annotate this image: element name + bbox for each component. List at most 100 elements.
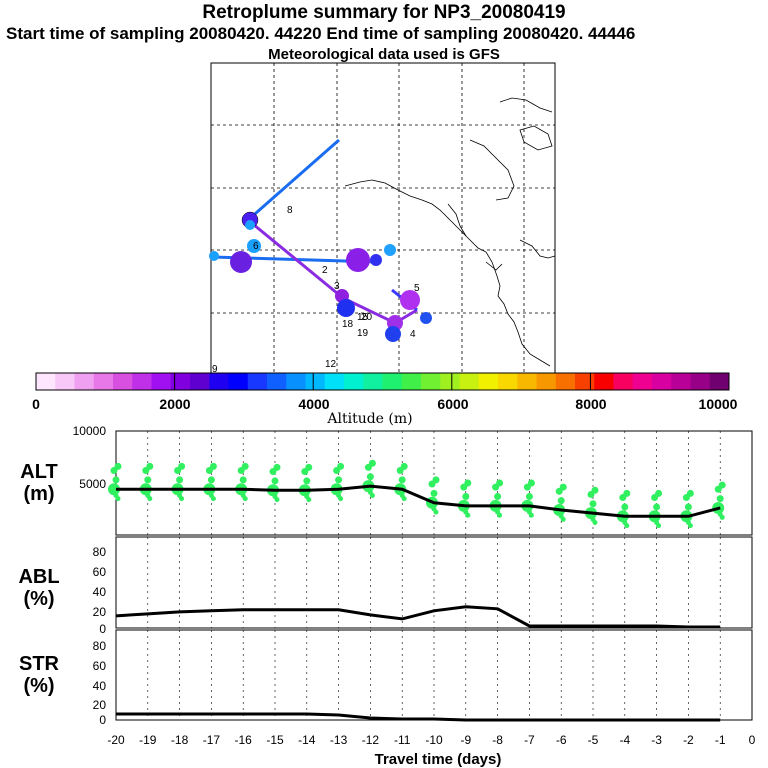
abl-ylabel: ABL <box>18 566 59 588</box>
alt-scatter-point <box>177 492 183 498</box>
x-tick-label: -19 <box>139 733 157 747</box>
alt-scatter-point <box>462 493 470 501</box>
alt-scatter-point <box>591 486 599 494</box>
colorbar-swatch <box>93 373 114 390</box>
alt-scatter-point <box>303 477 311 485</box>
x-tick-label: -13 <box>330 733 348 747</box>
alt-scatter-point <box>112 476 120 484</box>
abl-ytick: 0 <box>99 622 106 636</box>
colorbar-swatch <box>74 373 95 390</box>
x-tick-label: -8 <box>492 733 503 747</box>
colorbar-tick: 2000 <box>159 396 190 412</box>
alt-scatter-point <box>495 509 501 515</box>
colorbar-swatch <box>536 373 557 390</box>
str-ylabel-unit: (%) <box>23 675 54 697</box>
alt-ytick: 10000 <box>73 424 107 438</box>
x-tick-label: -16 <box>235 733 253 747</box>
alt-scatter-point <box>558 513 564 519</box>
map-label: 6 <box>253 241 259 252</box>
alt-scatter-point <box>686 489 694 497</box>
alt-scatter-point <box>337 462 345 470</box>
alt-scatter-point <box>304 494 310 500</box>
x-axis-label: Travel time (days) <box>375 751 502 768</box>
x-tick-label: -5 <box>588 733 599 747</box>
abl-ytick: 40 <box>93 585 107 599</box>
alt-scatter-point <box>494 493 502 501</box>
colorbar-swatch <box>151 373 172 390</box>
alt-scatter-point <box>366 473 374 481</box>
colorbar-swatch <box>170 373 191 390</box>
alt-scatter-point <box>208 492 214 498</box>
str-ytick: 40 <box>93 679 107 693</box>
colorbar-swatch <box>478 373 499 390</box>
plume-markers <box>209 211 432 342</box>
alt-scatter-point <box>239 476 247 484</box>
alt-scatter-point <box>399 492 405 498</box>
abl-ytick: 60 <box>93 565 107 579</box>
colorbar-swatch <box>209 373 229 390</box>
colorbar-swatch <box>709 373 730 390</box>
alt-scatter-point <box>114 462 122 470</box>
altitude-colorbar <box>35 372 730 391</box>
colorbar-swatch <box>575 373 595 390</box>
coastline <box>344 97 556 367</box>
colorbar-swatch <box>555 373 576 390</box>
alt-scatter-point <box>717 511 723 517</box>
colorbar-swatch <box>324 373 345 390</box>
alt-scatter-point <box>305 463 313 471</box>
colorbar-swatch <box>190 373 210 390</box>
str-ytick: 60 <box>93 659 107 673</box>
alt-scatter-point <box>273 463 281 471</box>
x-tick-label: -15 <box>266 733 284 747</box>
colorbar-swatch <box>594 373 614 390</box>
x-tick-label: -12 <box>362 733 380 747</box>
alt-scatter-point <box>464 479 472 487</box>
map-panel: 2 3 4 5 6 8 9 12 15 18 19 20 <box>209 62 556 375</box>
x-tick-label: -1 <box>715 733 726 747</box>
alt-scatter-point <box>559 483 567 491</box>
alt-ylabel-unit: (m) <box>23 483 54 505</box>
x-tick-label: -9 <box>460 733 471 747</box>
map-frame <box>210 62 556 374</box>
alt-scatter-point <box>526 509 532 515</box>
x-tick-label: -7 <box>524 733 535 747</box>
x-tick-label: -14 <box>298 733 316 747</box>
str-ytick: 0 <box>99 713 106 727</box>
met-data-note: Meteorological data used is GFS <box>268 46 500 63</box>
alt-scatter-point <box>368 459 376 467</box>
alt-scatter-point <box>685 520 691 526</box>
colorbar-label: Altitude (m) <box>326 411 412 427</box>
alt-scatter-point <box>525 493 533 501</box>
alt-scatter-point <box>431 506 437 512</box>
alt-scatter-point <box>108 483 120 496</box>
colorbar-swatch <box>36 373 56 390</box>
x-tick-label: -11 <box>394 733 411 747</box>
colorbar-swatch <box>286 373 306 390</box>
chart-title: Retroplume summary for NP3_20080419 <box>202 2 566 23</box>
map-label: 9 <box>212 364 218 375</box>
alt-scatter-point <box>589 500 597 508</box>
x-tick-label: -10 <box>425 733 443 747</box>
colorbar-swatch <box>517 373 537 390</box>
x-tick-label: -18 <box>171 733 189 747</box>
str-series-line <box>116 712 721 722</box>
alt-scatter-point <box>209 462 217 470</box>
str-ylabel: STR <box>19 653 60 675</box>
colorbar-tick: 6000 <box>437 396 468 412</box>
abl-ylabel-unit: (%) <box>23 588 54 610</box>
alt-scatter-point <box>271 477 279 485</box>
colorbar-swatch <box>421 373 441 390</box>
map-label: 18 <box>342 319 354 330</box>
alt-scatter-point <box>241 462 249 470</box>
alt-scatter-point <box>176 476 184 484</box>
alt-scatter-point <box>716 495 724 503</box>
colorbar-ticks: 0 2000 4000 6000 8000 10000 <box>32 396 738 412</box>
colorbar-swatch <box>267 373 287 390</box>
x-tick-label: 0 <box>749 733 756 747</box>
alt-scatter-point <box>527 479 535 487</box>
colorbar-swatch <box>363 373 383 390</box>
x-tick-label: -3 <box>651 733 662 747</box>
colorbar-swatch <box>113 373 133 390</box>
alt-scatter-point <box>113 492 119 498</box>
alt-scatter-point <box>432 476 440 484</box>
